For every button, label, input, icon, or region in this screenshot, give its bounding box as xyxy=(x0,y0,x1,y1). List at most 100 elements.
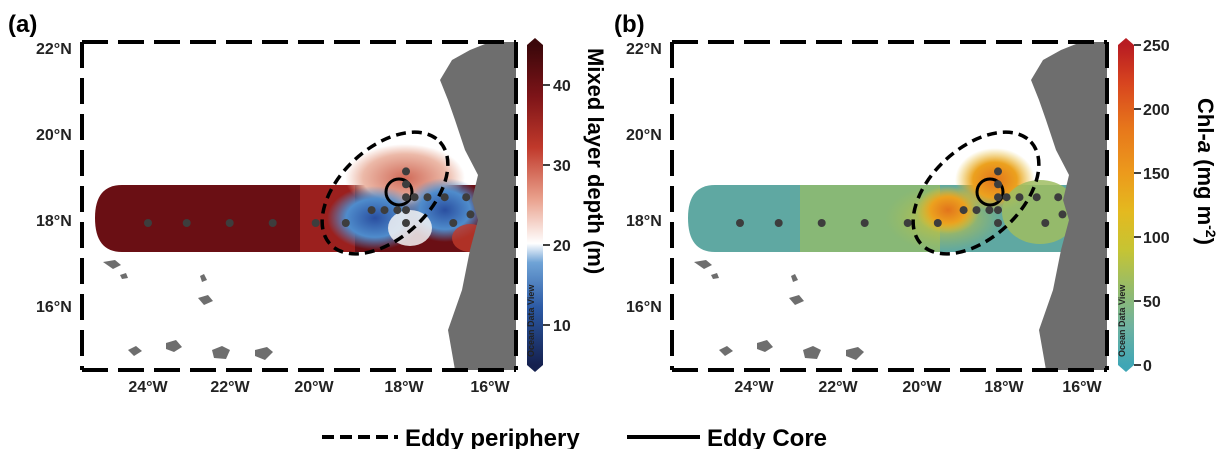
chl-hot-west xyxy=(916,186,980,234)
station-dot xyxy=(1032,193,1041,202)
eddy-periphery-a xyxy=(320,130,450,256)
station-dot xyxy=(268,219,277,227)
station-dot xyxy=(1015,193,1024,202)
station-dot xyxy=(736,219,744,227)
station-dot xyxy=(462,193,471,202)
station-dot xyxy=(972,206,981,215)
x-tick-18w-a: 18°W xyxy=(384,379,424,396)
cape-verde-islands-a xyxy=(103,260,273,360)
colorbar-b-tick-0: 0 xyxy=(1143,358,1152,375)
x-tick-24w-b: 24°W xyxy=(734,379,774,396)
x-ticks-a: 24°W 22°W 20°W 18°W 16°W xyxy=(128,379,510,396)
coastline-africa-a xyxy=(440,42,516,370)
station-dot xyxy=(1002,193,1011,202)
station-dot xyxy=(994,219,1002,227)
colorbar-a-tick-20: 20 xyxy=(553,238,571,255)
panel-b-map: 22°N 20°N 18°N 16°N 24°W 22°W 20°W 18°W … xyxy=(626,40,1109,396)
colorbar-a-top-arrow xyxy=(527,38,543,45)
panel-b: (b) xyxy=(614,11,1219,396)
colorbar-a-ticks: 40 30 20 10 xyxy=(543,78,571,335)
station-dot xyxy=(466,210,475,219)
colorbar-b-tick-100: 100 xyxy=(1143,230,1170,247)
watermark-a: Ocean Data View xyxy=(526,284,536,357)
y-ticks-a: 22°N 20°N 18°N 16°N xyxy=(36,41,72,316)
stations-a xyxy=(144,167,475,227)
legend: Eddy periphery Eddy Core xyxy=(322,425,827,449)
station-dot xyxy=(860,219,869,227)
station-dot xyxy=(994,193,1002,202)
coastline-africa-b xyxy=(1031,42,1107,370)
y-tick-16n-a: 16°N xyxy=(36,299,72,316)
y-tick-16n-b: 16°N xyxy=(626,299,662,316)
colorbar-b-ticks: 250 200 150 100 50 0 xyxy=(1134,38,1170,375)
colorbar-a-tick-10: 10 xyxy=(553,318,571,335)
colorbar-b-tick-150: 150 xyxy=(1143,166,1170,183)
y-tick-20n-a: 20°N xyxy=(36,127,72,144)
panel-b-label: (b) xyxy=(614,11,645,38)
colorbar-b-tick-50: 50 xyxy=(1143,294,1161,311)
station-dot xyxy=(311,219,320,227)
legend-periphery-label: Eddy periphery xyxy=(405,425,580,449)
station-dot xyxy=(225,219,234,227)
colorbar-a: Ocean Data View 40 30 20 10 Mixed layer … xyxy=(526,38,608,372)
station-dot xyxy=(1041,219,1050,227)
colorbar-b-ramp xyxy=(1118,45,1134,365)
colorbar-a-tick-30: 30 xyxy=(553,158,571,175)
station-dot xyxy=(985,206,994,215)
station-dot xyxy=(410,193,419,202)
x-tick-20w-b: 20°W xyxy=(902,379,942,396)
station-dot xyxy=(774,219,783,227)
colorbar-b: Ocean Data View 250 200 150 100 50 0 Chl… xyxy=(1117,38,1219,375)
panel-a-label: (a) xyxy=(8,11,37,38)
y-tick-22n-b: 22°N xyxy=(626,41,662,58)
station-dot xyxy=(959,206,968,215)
station-dot xyxy=(402,206,410,215)
colorbar-b-bottom-arrow xyxy=(1118,365,1134,372)
x-tick-16w-a: 16°W xyxy=(470,379,510,396)
station-dot xyxy=(182,219,191,227)
frame-dashes-b xyxy=(670,40,1109,372)
station-dot xyxy=(933,219,942,227)
station-dot xyxy=(380,206,389,215)
station-dot xyxy=(1058,210,1067,219)
station-dot xyxy=(423,193,432,202)
y-tick-20n-b: 20°N xyxy=(626,127,662,144)
station-dot xyxy=(994,167,1002,176)
x-tick-24w-a: 24°W xyxy=(128,379,168,396)
station-dot xyxy=(1054,193,1063,202)
frame-dashes-a xyxy=(80,40,518,372)
colorbar-b-title: Chl-a (mg m-2) xyxy=(1193,98,1219,245)
panel-a-map: 22°N 20°N 18°N 16°N 24°W 22°W 20°W 18°W … xyxy=(36,40,518,396)
panel-a: (a) xyxy=(8,11,608,396)
station-dot xyxy=(402,219,410,227)
eddy-core-b xyxy=(975,177,1005,207)
x-tick-22w-b: 22°W xyxy=(818,379,858,396)
colorbar-b-tick-200: 200 xyxy=(1143,102,1170,119)
station-dot xyxy=(402,193,410,202)
colorbar-a-tick-40: 40 xyxy=(553,78,571,95)
legend-core-label: Eddy Core xyxy=(707,425,827,449)
stations-b xyxy=(736,167,1067,227)
x-tick-20w-a: 20°W xyxy=(294,379,334,396)
colorbar-a-title: Mixed layer depth (m) xyxy=(583,48,608,274)
x-tick-22w-a: 22°W xyxy=(210,379,250,396)
cape-verde-islands-b xyxy=(694,260,864,360)
station-dot xyxy=(994,180,1002,189)
y-tick-18n-b: 18°N xyxy=(626,213,662,230)
station-dot xyxy=(341,219,350,227)
colorbar-a-ramp xyxy=(527,45,543,365)
station-dot xyxy=(903,219,912,227)
station-dot xyxy=(367,206,376,215)
station-dot xyxy=(144,219,152,227)
colorbar-a-bottom-arrow xyxy=(527,365,543,372)
station-dot xyxy=(449,219,458,227)
station-dot xyxy=(393,206,402,215)
y-tick-18n-a: 18°N xyxy=(36,213,72,230)
colorbar-b-tick-250: 250 xyxy=(1143,38,1170,55)
y-ticks-b: 22°N 20°N 18°N 16°N xyxy=(626,41,662,316)
colorbar-b-top-arrow xyxy=(1118,38,1134,45)
watermark-b: Ocean Data View xyxy=(1117,284,1127,357)
y-tick-22n-a: 22°N xyxy=(36,41,72,58)
x-tick-18w-b: 18°W xyxy=(984,379,1024,396)
